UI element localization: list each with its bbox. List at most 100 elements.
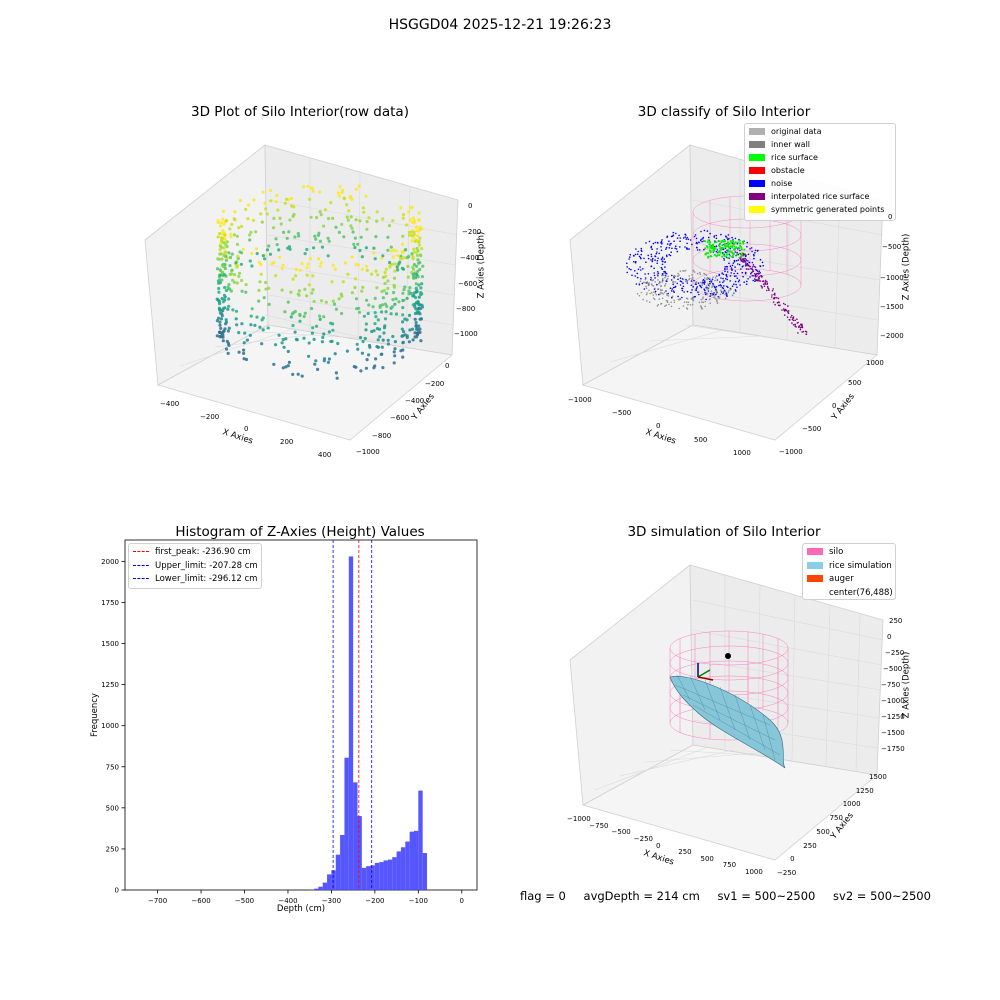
point xyxy=(237,226,241,230)
point xyxy=(401,291,405,295)
histogram-bar xyxy=(331,870,336,890)
point xyxy=(326,216,331,221)
point xyxy=(700,230,702,233)
point xyxy=(217,299,221,303)
point xyxy=(713,247,716,249)
point xyxy=(286,364,290,368)
point xyxy=(418,253,422,257)
point xyxy=(715,250,718,253)
point xyxy=(319,261,323,265)
point xyxy=(306,184,310,188)
point xyxy=(724,266,726,268)
point xyxy=(362,210,366,214)
point xyxy=(295,338,299,342)
point xyxy=(728,237,730,240)
point xyxy=(639,266,641,268)
point xyxy=(706,230,709,232)
point xyxy=(254,247,259,251)
point xyxy=(221,307,225,311)
histogram-bar xyxy=(413,830,419,890)
point xyxy=(708,243,711,246)
point xyxy=(661,273,664,275)
point xyxy=(706,276,709,279)
point xyxy=(695,237,698,240)
point xyxy=(223,251,227,255)
panel4-title: 3D simulation of Silo Interior xyxy=(627,524,821,540)
point xyxy=(415,264,419,268)
point xyxy=(653,274,656,277)
point xyxy=(663,258,665,260)
point xyxy=(418,330,422,334)
point xyxy=(681,289,684,292)
legend-entry: Upper_limit: -207.28 cm xyxy=(133,561,258,571)
y-tick-label: 1500 xyxy=(101,640,119,648)
point xyxy=(267,286,271,290)
point xyxy=(726,271,729,273)
point xyxy=(226,351,230,355)
point xyxy=(665,248,667,250)
point xyxy=(320,340,324,344)
point xyxy=(695,289,697,291)
z-tick: 0 xyxy=(888,213,893,221)
point xyxy=(307,354,311,358)
point xyxy=(679,240,681,242)
point xyxy=(355,342,359,346)
point xyxy=(761,286,763,288)
point xyxy=(291,277,295,281)
legend-label: original data xyxy=(771,127,822,136)
point xyxy=(727,249,730,251)
point xyxy=(652,257,654,260)
x-tick-label: −700 xyxy=(148,897,167,905)
point xyxy=(331,328,335,332)
point xyxy=(764,279,767,282)
point xyxy=(684,236,687,238)
point xyxy=(297,293,301,297)
point xyxy=(292,205,296,209)
point xyxy=(420,292,424,296)
point xyxy=(241,247,245,251)
point xyxy=(260,342,264,346)
point xyxy=(313,362,317,366)
point xyxy=(249,323,253,327)
point xyxy=(726,295,728,297)
point xyxy=(653,267,655,270)
point xyxy=(669,287,672,289)
point xyxy=(735,259,738,262)
point xyxy=(679,270,682,272)
point xyxy=(805,331,808,333)
legend-entry: rice surface xyxy=(749,153,818,162)
point xyxy=(733,259,736,262)
point xyxy=(771,289,774,292)
point xyxy=(644,278,647,281)
point xyxy=(759,265,761,267)
point xyxy=(665,272,668,275)
point xyxy=(393,347,397,351)
point xyxy=(737,246,740,249)
point xyxy=(630,268,632,271)
point xyxy=(300,261,304,266)
point xyxy=(744,265,747,267)
point xyxy=(347,209,351,213)
point xyxy=(677,295,679,298)
point xyxy=(410,205,414,209)
z-tick: −2000 xyxy=(880,332,904,340)
point xyxy=(692,269,695,272)
point xyxy=(626,266,628,268)
point xyxy=(392,276,397,280)
point xyxy=(731,294,734,297)
histogram-bar xyxy=(400,847,406,890)
point xyxy=(713,296,715,298)
point xyxy=(799,328,802,331)
point xyxy=(656,262,658,265)
point xyxy=(707,283,709,285)
point xyxy=(645,261,647,263)
point xyxy=(288,247,292,251)
point xyxy=(237,350,241,354)
legend-entry: auger xyxy=(807,574,854,584)
z-tick: −800 xyxy=(456,305,476,313)
point xyxy=(650,255,653,258)
point xyxy=(741,258,743,260)
panel2-title: 3D classify of Silo Interior xyxy=(637,104,811,120)
point xyxy=(217,290,221,294)
point xyxy=(386,248,390,252)
